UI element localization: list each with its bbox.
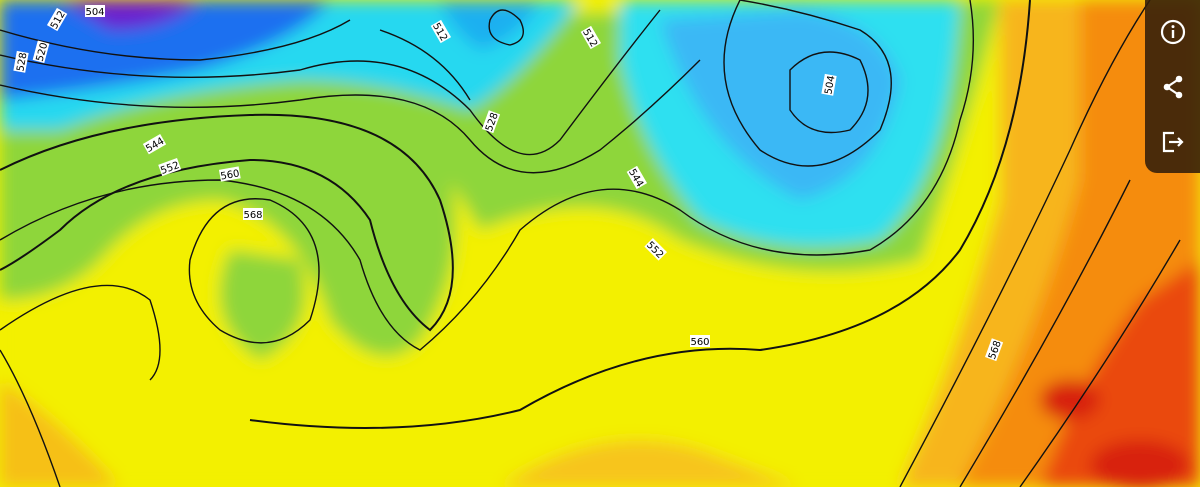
contour-label: 528	[13, 50, 30, 73]
info-icon	[1160, 19, 1185, 44]
contour-label: 560	[218, 166, 241, 183]
contour-label-text: 568	[243, 210, 262, 221]
export-button[interactable]	[1155, 124, 1191, 160]
contour-label: 504	[821, 73, 838, 96]
info-button[interactable]	[1155, 14, 1191, 50]
share-icon	[1163, 75, 1182, 98]
contour-label: 568	[243, 208, 263, 221]
contour-label-text: 560	[690, 337, 709, 348]
contour-label-text: 504	[823, 75, 837, 96]
share-button[interactable]	[1155, 69, 1191, 105]
contour-label: 520	[32, 40, 51, 63]
contour-label-text: 520	[35, 41, 51, 62]
contour-label: 504	[85, 5, 105, 18]
contour-label: 560	[690, 335, 710, 348]
contour-label-text: 504	[85, 7, 104, 18]
contour-label-text: 560	[220, 168, 241, 182]
map-toolbar	[1145, 0, 1200, 173]
contour-label-text: 528	[15, 52, 29, 73]
export-icon	[1162, 131, 1184, 152]
